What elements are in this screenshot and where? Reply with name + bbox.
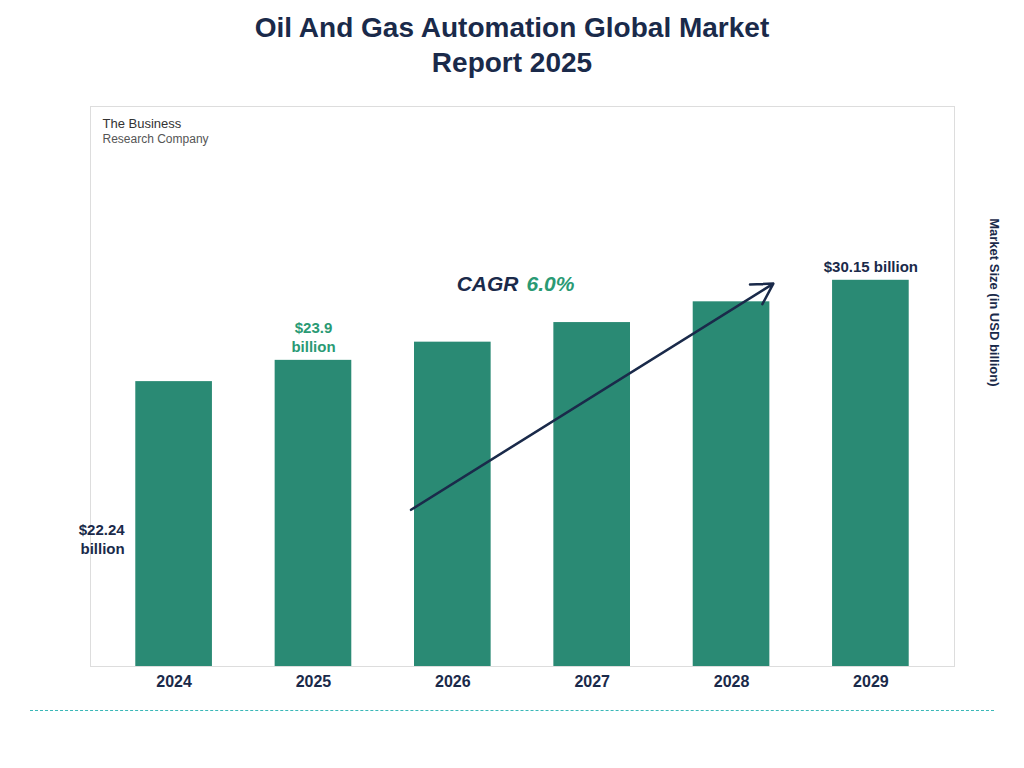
svg-text:2024: 2024	[156, 673, 192, 690]
svg-text:CAGR: CAGR	[457, 272, 520, 295]
html-text:Oil And Gas Automation Global: Oil And Gas Automation Global Market Rep…	[254, 12, 770, 78]
svg-text:6.0%: 6.0%	[527, 272, 575, 295]
svg-text:$22.24billion: $22.24billion	[79, 521, 126, 558]
svg-text:2026: 2026	[435, 673, 471, 690]
svg-text:$30.15 billion: $30.15 billion	[824, 258, 918, 275]
svg-text:2025: 2025	[296, 673, 332, 690]
svg-text:The Business: The Business	[103, 116, 182, 131]
svg-text:Market Size (in USD billion): Market Size (in USD billion)	[987, 218, 1002, 386]
svg-text:2028: 2028	[714, 673, 750, 690]
svg-text:Research Company: Research Company	[103, 132, 209, 146]
svg-text:$23.9billion: $23.9billion	[291, 319, 335, 356]
svg-text:2029: 2029	[853, 673, 889, 690]
svg-text:2027: 2027	[574, 673, 610, 690]
